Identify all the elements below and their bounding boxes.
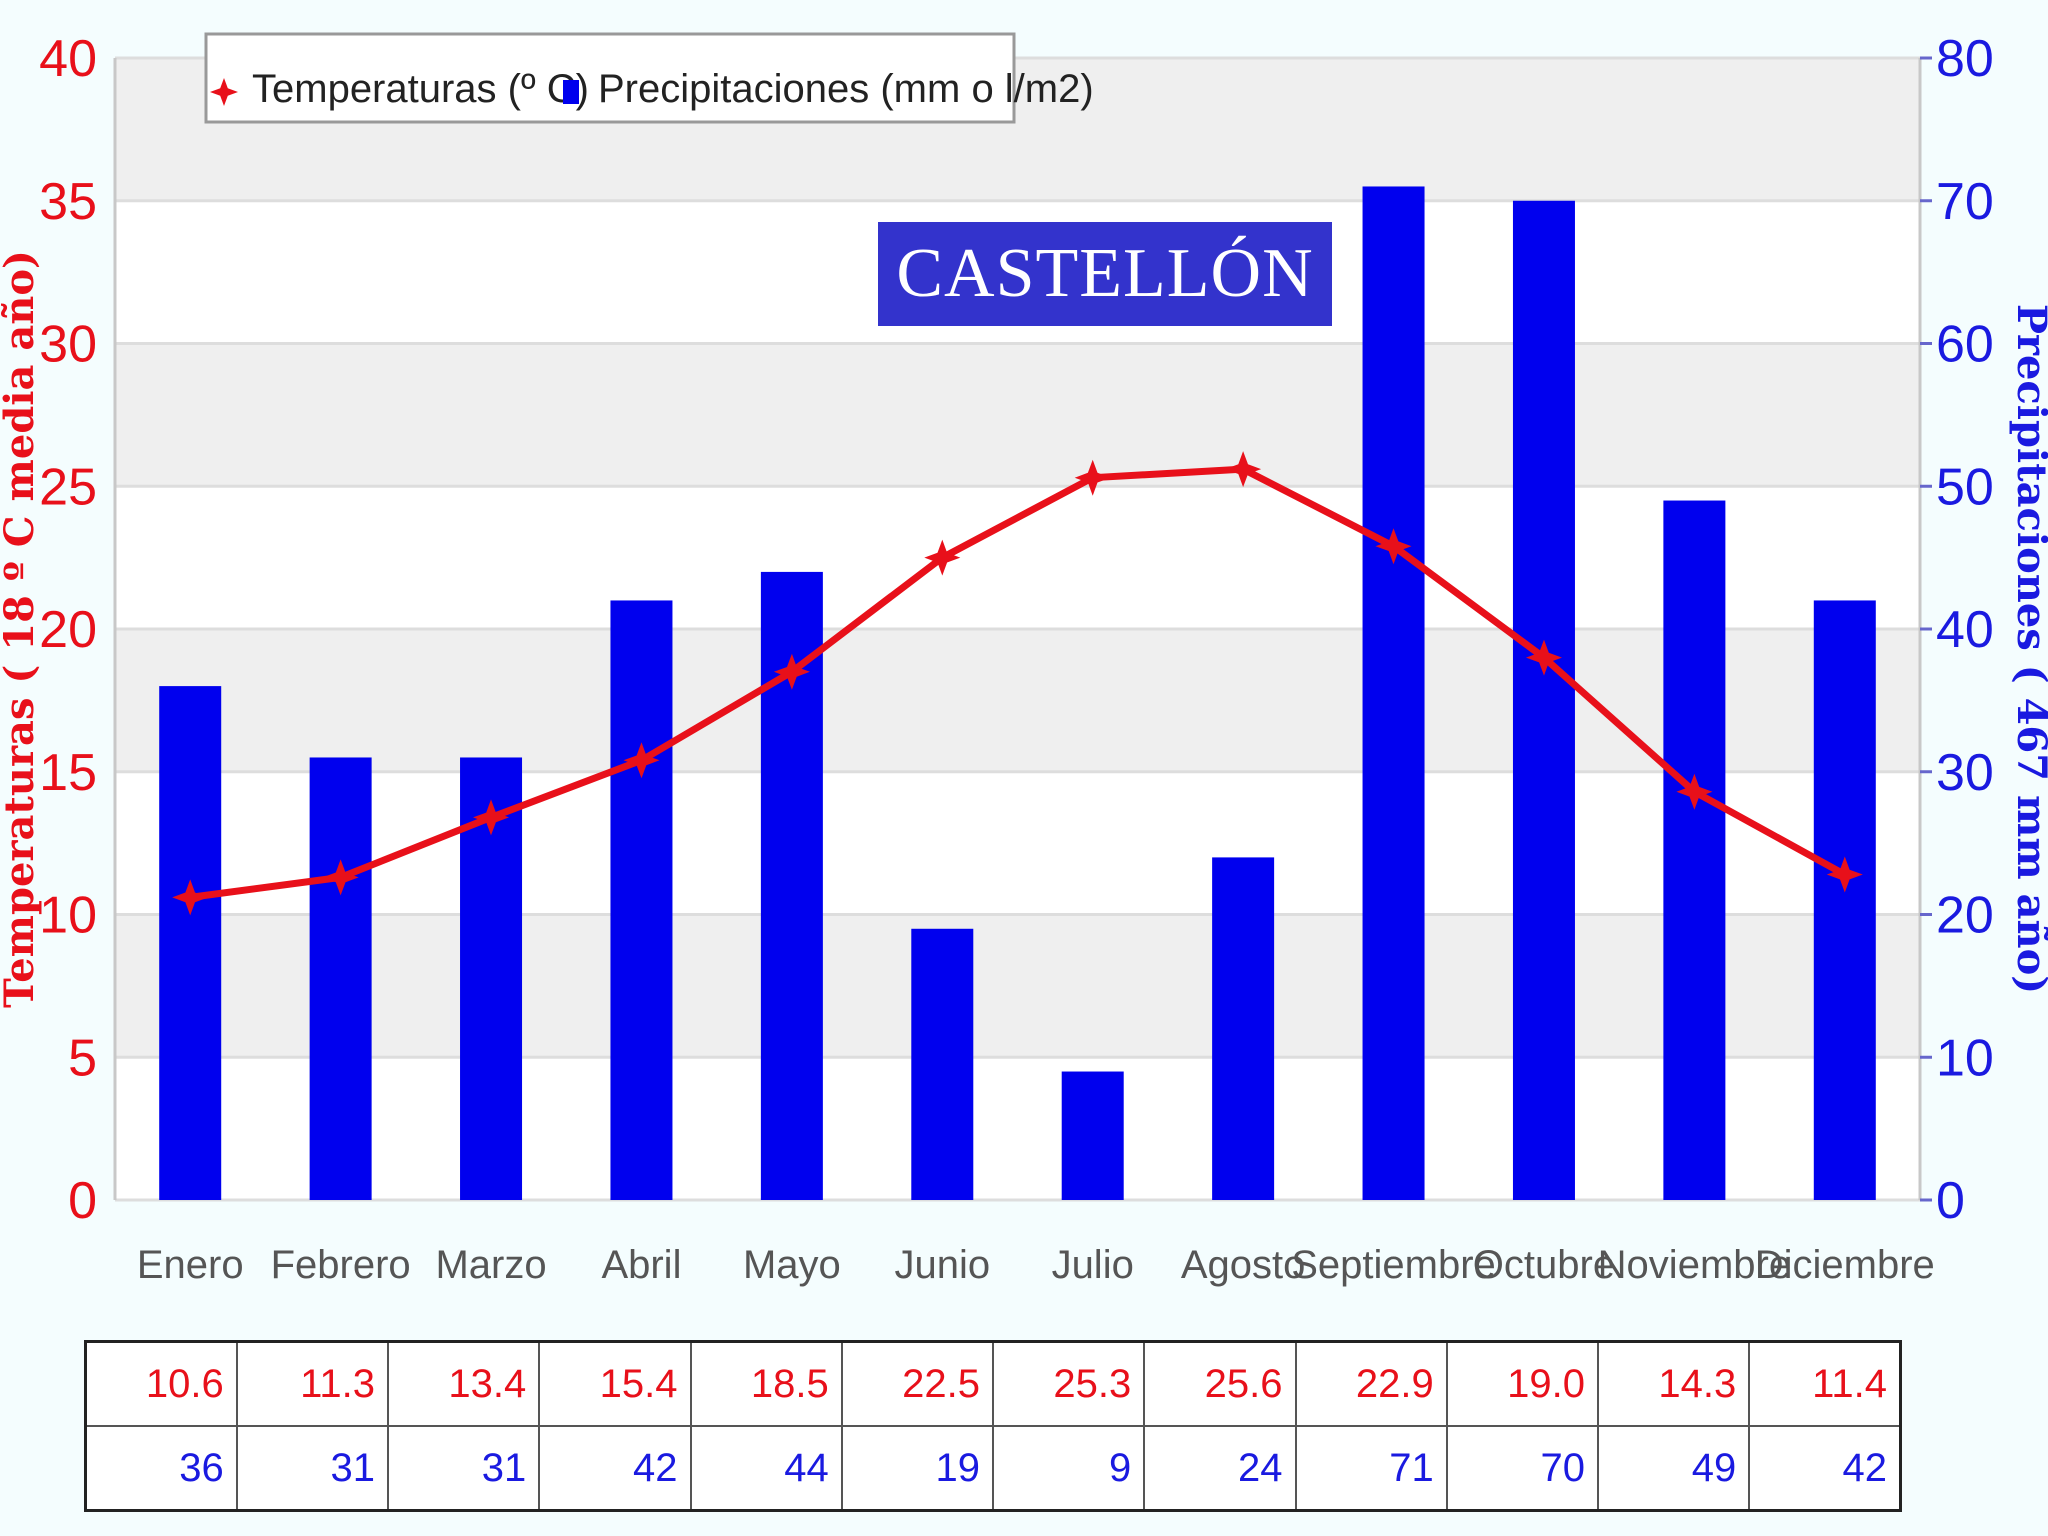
temperature-cell: 10.6 [84,1340,238,1427]
precipitation-bar [1512,200,1575,1200]
legend-label-precipitation: Precipitaciones (mm o l/m2) [598,67,1094,111]
temperature-row: 10.6 11.3 13.4 15.4 18.5 22.5 25.3 25.6 22.9 19.0… [84,1340,1902,1427]
temperature-point [773,653,810,690]
chart-title: CASTELLÓN [878,222,1332,326]
right-tick-label: 10 [1936,1029,1994,1087]
left-tick-label: 25 [39,458,97,516]
right-tick-label: 50 [1936,458,1994,516]
left-tick-label: 35 [39,173,97,231]
legend: Temperaturas (º C) Precipitaciones (mm o … [204,32,1094,124]
precipitation-bar [1663,500,1726,1200]
temperature-point [924,539,961,576]
temperature-point [1526,639,1562,676]
precipitation-bar [1362,186,1425,1201]
temperature-cell: 14.3 [1596,1340,1751,1427]
left-tick-label: 40 [39,30,97,88]
temperature-cell: 13.4 [386,1340,541,1427]
temperature-cell: 18.5 [689,1340,843,1427]
temperature-point [322,859,359,896]
left-tick-label: 0 [68,1172,97,1230]
temperature-point [1375,528,1412,565]
precipitation-row: 36 31 31 42 44 19 9 24 71 70 49 42 [84,1425,1902,1512]
precipitation-cell: 42 [1748,1425,1902,1512]
precipitation-cell: 42 [538,1425,692,1512]
category-label: Diciembre [1755,1243,1935,1287]
category-label: Febrero [271,1243,411,1287]
right-tick-label: 30 [1936,744,1994,802]
y-axis-title: Temperaturas ( 18 º C media año) [0,250,43,1008]
temperature-point [1676,773,1713,810]
temperature-point [1826,856,1863,893]
precipitation-cell: 24 [1143,1425,1297,1512]
left-tick-label: 20 [39,601,97,659]
temperature-point [172,879,209,916]
right-tick-label: 40 [1936,601,1994,659]
precipitation-bar [159,686,222,1200]
precipitation-cell: 19 [840,1425,995,1512]
y2-axis-title: Precipitaciones ( 467 mm año) [2008,304,2048,994]
precipitation-cell: 71 [1294,1425,1448,1512]
right-tick-label: 0 [1936,1172,1965,1230]
precipitation-bar [1061,1071,1124,1200]
category-label: Mayo [743,1243,841,1287]
category-label: Noviembre [1598,1243,1791,1287]
temperature-cell: 11.4 [1748,1340,1902,1427]
temperature-line [189,465,1847,901]
category-label: Septiembre [1291,1243,1496,1287]
precipitation-bar [911,928,974,1200]
right-tick-label: 20 [1936,887,1994,945]
temperature-cell: 11.3 [235,1340,390,1427]
temperature-cell: 25.6 [1143,1340,1297,1427]
precipitation-legend-icon [563,80,579,104]
right-tick-label: 70 [1936,173,1994,231]
category-label: Abril [601,1243,681,1287]
category-label: Enero [137,1243,244,1287]
left-tick-label: 10 [39,887,97,945]
chart: 0 5 10 15 20 25 30 35 40 0 10 20 30 40 50 60 70 80 Tempera… [0,30,2048,1287]
precipitation-bar [1813,600,1876,1200]
temperature-point [623,742,660,779]
temperature-cell: 15.4 [538,1340,692,1427]
precipitation-cell: 31 [235,1425,390,1512]
temperature-point [1074,459,1111,496]
category-label: Agosto [1181,1243,1306,1287]
temperature-point [473,799,509,836]
legend-label-temperature: Temperaturas (º C) [252,67,589,111]
precipitation-cell: 9 [991,1425,1146,1512]
temperature-point [1225,451,1262,488]
right-tick-label: 60 [1936,316,1994,374]
precipitation-bar [610,600,673,1200]
precipitation-cell: 44 [689,1425,843,1512]
category-label: Julio [1052,1243,1134,1287]
temperature-cell: 22.5 [840,1340,995,1427]
precipitation-cell: 70 [1445,1425,1600,1512]
precipitation-cell: 36 [84,1425,238,1512]
data-table: 10.6 11.3 13.4 15.4 18.5 22.5 25.3 25.6 22.9 19.0… [84,1340,1902,1512]
right-tick-label: 80 [1936,30,1994,88]
category-label: Octubre [1473,1243,1615,1287]
precipitation-bar [309,757,372,1200]
grid-band [115,343,1920,487]
precipitation-cell: 31 [386,1425,541,1512]
left-tick-label: 5 [68,1029,97,1087]
left-tick-label: 30 [39,316,97,374]
grid-band [115,629,1920,772]
category-label: Marzo [435,1243,546,1287]
precipitation-bar [1212,857,1275,1200]
temperature-cell: 25.3 [991,1340,1146,1427]
temperature-cell: 22.9 [1294,1340,1448,1427]
precipitation-cell: 49 [1596,1425,1751,1512]
left-tick-label: 15 [39,744,97,802]
category-label: Junio [894,1243,990,1287]
grid-band [115,914,1920,1058]
temperature-legend-icon [210,78,238,106]
legend-box [204,32,1016,124]
temperature-cell: 19.0 [1445,1340,1600,1427]
